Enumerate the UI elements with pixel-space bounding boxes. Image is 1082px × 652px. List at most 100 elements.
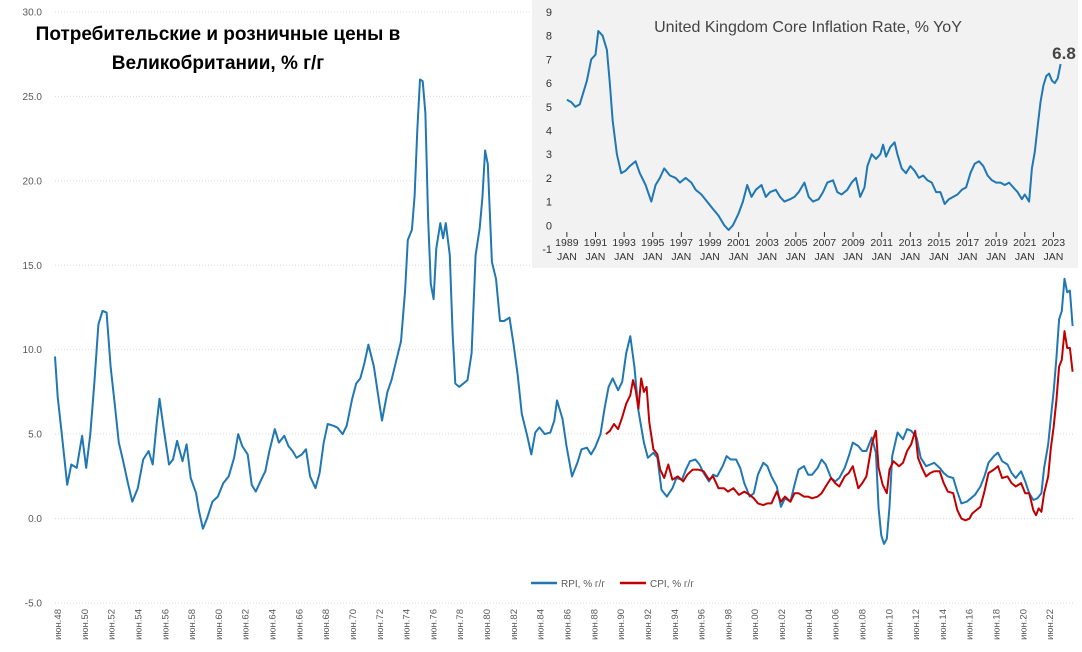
inset-y-tick-label: 5 bbox=[546, 102, 552, 114]
x-tick-label: июн.64 bbox=[268, 609, 279, 640]
inset-x-tick-month: JAN bbox=[843, 251, 863, 263]
y-tick-label: 20.0 bbox=[23, 176, 43, 187]
last-value-label: 6.8 bbox=[1052, 44, 1076, 63]
main-series bbox=[54, 78, 1074, 545]
inset-y-tick-label: 1 bbox=[546, 197, 552, 209]
x-tick-label: июн.16 bbox=[965, 609, 976, 640]
inset-x-tick-month: JAN bbox=[786, 251, 806, 263]
inset-x-tick-month: JAN bbox=[1043, 251, 1063, 263]
inset-y-tick-label: 7 bbox=[546, 54, 552, 66]
x-tick-label: июн.68 bbox=[321, 609, 332, 640]
inset-x-tick-year: 2011 bbox=[870, 237, 893, 249]
y-tick-label: 0.0 bbox=[28, 514, 42, 525]
x-tick-label: июн.88 bbox=[589, 609, 600, 640]
x-tick-label: июн.56 bbox=[160, 609, 171, 640]
inset-title: United Kingdom Core Inflation Rate, % Yo… bbox=[654, 19, 962, 36]
main-y-axis: 30.0 25.0 20.0 15.0 10.0 5.0 0.0 -5.0 bbox=[23, 8, 43, 610]
inset-x-tick-month: JAN bbox=[671, 251, 691, 263]
series-line bbox=[54, 78, 1074, 545]
x-tick-label: июн.18 bbox=[992, 609, 1003, 640]
inset-x-tick-month: JAN bbox=[757, 251, 777, 263]
y-tick-label: 10.0 bbox=[23, 345, 43, 356]
inset-y-tick-label: 2 bbox=[546, 173, 552, 185]
inset-x-tick-year: 2015 bbox=[927, 237, 951, 249]
x-tick-label: июн.22 bbox=[1045, 609, 1056, 640]
inset-y-tick-label: 6 bbox=[546, 78, 552, 90]
x-tick-label: июн.86 bbox=[563, 609, 574, 640]
inset-x-axis: 1989 JAN 1991 JAN 1993 JAN 1995 JAN 1997 JAN 1999 J… bbox=[555, 232, 1065, 263]
inset-x-tick-year: 1991 bbox=[584, 237, 608, 249]
inset-x-tick-year: 1997 bbox=[670, 237, 694, 249]
inset-x-tick-year: 1995 bbox=[641, 237, 665, 249]
x-tick-label: июн.00 bbox=[750, 609, 761, 640]
inset-x-tick-year: 2019 bbox=[984, 237, 1008, 249]
legend-label: RPI, % г/г bbox=[561, 579, 605, 590]
inset-x-tick-month: JAN bbox=[815, 251, 835, 263]
y-tick-label: 25.0 bbox=[23, 92, 43, 103]
inset-x-tick-month: JAN bbox=[1015, 251, 1035, 263]
x-tick-label: июн.62 bbox=[241, 609, 252, 640]
x-tick-label: июн.72 bbox=[375, 609, 386, 640]
inset-x-tick-month: JAN bbox=[614, 251, 634, 263]
x-tick-label: июн.74 bbox=[402, 609, 413, 640]
inset-x-tick-month: JAN bbox=[900, 251, 920, 263]
x-tick-label: июн.80 bbox=[482, 609, 493, 640]
inset-x-tick-month: JAN bbox=[700, 251, 720, 263]
x-tick-label: июн.76 bbox=[428, 609, 439, 640]
inset-x-tick-year: 2023 bbox=[1042, 237, 1066, 249]
x-tick-label: июн.58 bbox=[187, 609, 198, 640]
x-tick-label: июн.14 bbox=[938, 609, 949, 640]
inset-x-tick-year: 1989 bbox=[555, 237, 579, 249]
inset-y-tick-label: -1 bbox=[542, 244, 552, 256]
x-tick-label: июн.78 bbox=[455, 609, 466, 640]
x-tick-label: июн.98 bbox=[723, 609, 734, 640]
x-tick-label: июн.04 bbox=[804, 609, 815, 640]
x-tick-label: июн.84 bbox=[536, 609, 547, 640]
x-tick-label: июн.96 bbox=[697, 609, 708, 640]
inset-y-tick-label: 4 bbox=[546, 126, 552, 138]
x-tick-label: июн.94 bbox=[670, 609, 681, 640]
x-tick-label: июн.60 bbox=[214, 609, 225, 640]
inset-x-tick-month: JAN bbox=[872, 251, 892, 263]
inset-x-tick-month: JAN bbox=[958, 251, 978, 263]
x-tick-label: июн.92 bbox=[643, 609, 654, 640]
core-inflation-inset: United Kingdom Core Inflation Rate, % Yo… bbox=[532, 0, 1078, 268]
legend: RPI, % г/г CPI, % г/г bbox=[531, 579, 694, 590]
inset-x-tick-year: 2003 bbox=[756, 237, 780, 249]
inset-y-tick-label: 8 bbox=[546, 31, 552, 43]
inset-x-tick-year: 2021 bbox=[1013, 237, 1037, 249]
inset-series bbox=[566, 30, 1062, 231]
inset-x-tick-month: JAN bbox=[729, 251, 749, 263]
x-tick-label: июн.52 bbox=[107, 609, 118, 640]
inset-x-tick-year: 2001 bbox=[727, 237, 751, 249]
inset-y-tick-label: 3 bbox=[546, 149, 552, 161]
x-tick-label: июн.12 bbox=[911, 609, 922, 640]
inset-chart: United Kingdom Core Inflation Rate, % Yo… bbox=[542, 7, 1076, 263]
inset-x-tick-year: 1993 bbox=[612, 237, 636, 249]
x-tick-label: июн.02 bbox=[777, 609, 788, 640]
x-tick-label: июн.82 bbox=[509, 609, 520, 640]
x-tick-label: июн.54 bbox=[133, 609, 144, 640]
inset-x-tick-year: 2017 bbox=[956, 237, 980, 249]
x-tick-label: июн.06 bbox=[831, 609, 842, 640]
inset-x-tick-year: 1999 bbox=[698, 237, 722, 249]
main-chart-title: Потребительские и розничные цены в Велик… bbox=[35, 24, 401, 74]
y-tick-label: -5.0 bbox=[25, 599, 43, 610]
x-tick-label: июн.70 bbox=[348, 609, 359, 640]
y-tick-label: 30.0 bbox=[23, 8, 43, 19]
inset-x-tick-month: JAN bbox=[929, 251, 949, 263]
inset-x-tick-year: 2013 bbox=[899, 237, 923, 249]
inset-x-tick-year: 2007 bbox=[813, 237, 837, 249]
main-x-axis: июн.48 июн.50 июн.52 июн.54 июн.56 июн.58 июн.… bbox=[53, 609, 1056, 640]
inset-x-tick-year: 2009 bbox=[841, 237, 865, 249]
inset-x-tick-year: 2005 bbox=[784, 237, 808, 249]
inset-y-axis: 9 8 7 6 5 4 3 2 1 0 -1 bbox=[542, 7, 552, 256]
inset-x-tick-month: JAN bbox=[643, 251, 663, 263]
x-tick-label: июн.90 bbox=[616, 609, 627, 640]
inset-x-tick-month: JAN bbox=[557, 251, 577, 263]
inset-x-tick-month: JAN bbox=[986, 251, 1006, 263]
x-tick-label: июн.50 bbox=[80, 609, 91, 640]
inset-x-tick-month: JAN bbox=[586, 251, 606, 263]
x-tick-label: июн.48 bbox=[53, 609, 64, 640]
